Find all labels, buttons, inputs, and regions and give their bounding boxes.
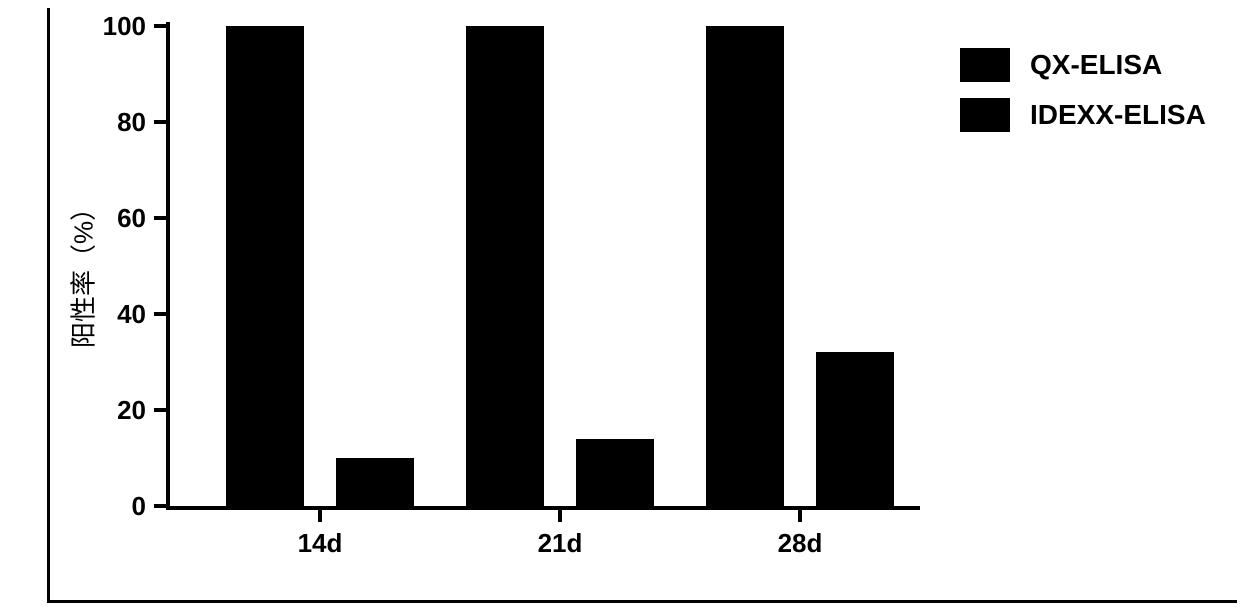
- y-tick: [154, 24, 166, 28]
- x-tick-label: 21d: [500, 528, 620, 559]
- y-tick: [154, 408, 166, 412]
- y-tick: [154, 312, 166, 316]
- legend: QX-ELISA IDEXX-ELISA: [960, 48, 1206, 148]
- y-axis-title: 阳性率（%）: [64, 172, 101, 372]
- y-tick-label: 0: [86, 491, 146, 522]
- outer-border-bottom: [47, 600, 1237, 603]
- x-tick: [318, 510, 322, 522]
- bar: [706, 26, 784, 506]
- legend-label: IDEXX-ELISA: [1030, 99, 1206, 131]
- figure-root: 阳性率（%） 020406080100 14d21d28d QX-ELISAID…: [0, 0, 1240, 607]
- legend-item: IDEXX-ELISA: [960, 98, 1206, 132]
- y-tick-label: 80: [86, 107, 146, 138]
- outer-border-left: [47, 8, 50, 603]
- y-tick-label: 60: [86, 203, 146, 234]
- legend-swatch: [960, 98, 1010, 132]
- y-tick: [154, 120, 166, 124]
- y-tick-label: 40: [86, 299, 146, 330]
- x-tick: [798, 510, 802, 522]
- plot-area: 020406080100 14d21d28d: [170, 26, 920, 506]
- legend-swatch: [960, 48, 1010, 82]
- bar: [576, 439, 654, 506]
- bar: [466, 26, 544, 506]
- legend-label: QX-ELISA: [1030, 49, 1162, 81]
- y-tick: [154, 216, 166, 220]
- bars-container: [170, 26, 920, 506]
- x-tick-label: 14d: [260, 528, 380, 559]
- x-tick-label: 28d: [740, 528, 860, 559]
- bar: [816, 352, 894, 506]
- y-tick: [154, 504, 166, 508]
- y-tick-label: 20: [86, 395, 146, 426]
- y-tick-label: 100: [86, 11, 146, 42]
- legend-item: QX-ELISA: [960, 48, 1206, 82]
- x-tick: [558, 510, 562, 522]
- x-axis-line: [166, 506, 920, 510]
- bar: [226, 26, 304, 506]
- bar: [336, 458, 414, 506]
